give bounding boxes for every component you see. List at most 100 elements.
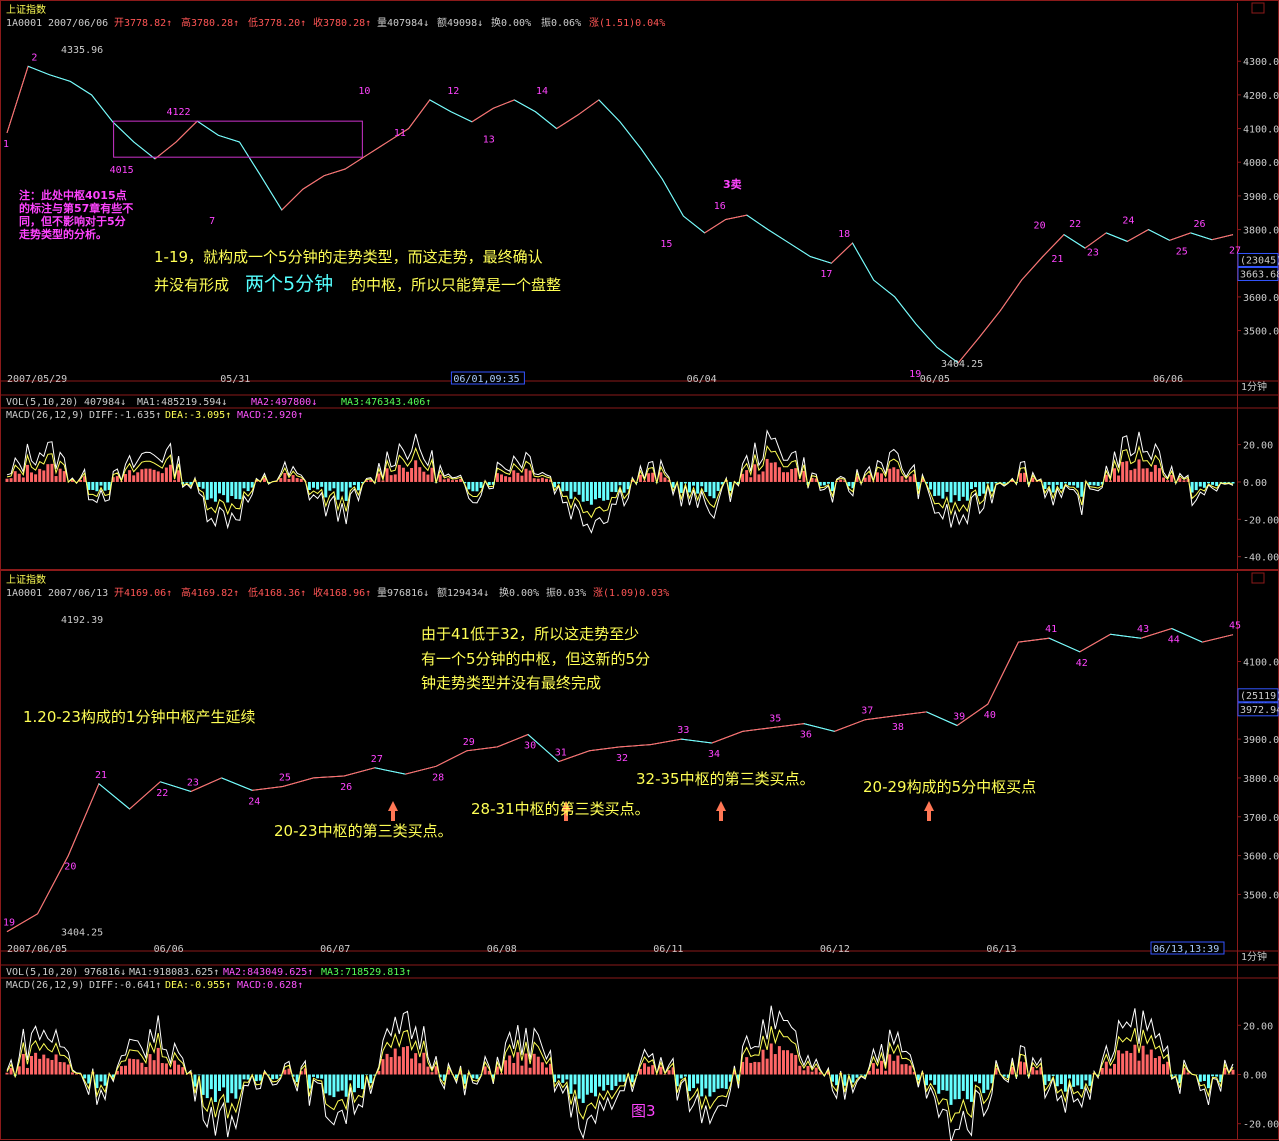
svg-text:1.20-23构成的1分钟中枢产生延续: 1.20-23构成的1分钟中枢产生延续 [23, 708, 255, 726]
pivot-label: 40 [984, 710, 996, 721]
price-segment [112, 121, 135, 143]
price-segment [1106, 232, 1128, 242]
pivot-label: 20 [1034, 221, 1046, 232]
pivot-label: 11 [394, 128, 406, 139]
price-segment [1084, 232, 1107, 249]
svg-text:高4169.82↑: 高4169.82↑ [181, 586, 239, 599]
pivot-label: 17 [820, 269, 832, 280]
svg-text:MA1:918083.625↑: MA1:918083.625↑ [129, 967, 219, 978]
price-segment [1127, 229, 1149, 242]
pivot-label: 29 [463, 737, 475, 748]
price-segment [894, 296, 917, 325]
pivot-label: 25 [1176, 246, 1188, 257]
price-segment [742, 727, 774, 732]
pivot-label: 32 [616, 753, 628, 764]
price-segment [466, 746, 498, 752]
y-tick-label: 4000.0 [1243, 158, 1279, 169]
x-tick-label: 06/13 [986, 944, 1016, 955]
svg-text:低4168.36↑: 低4168.36↑ [248, 586, 306, 599]
diff-line [6, 1005, 1234, 1141]
svg-text:20-29构成的5分中枢买点: 20-29构成的5分中枢买点 [863, 778, 1036, 796]
price-segment [915, 323, 938, 348]
svg-text:20-23中枢的第三类买点。: 20-23中枢的第三类买点。 [274, 822, 453, 840]
badge-price-label: 3663.68 [1240, 269, 1279, 280]
svg-text:MACD(26,12,9): MACD(26,12,9) [6, 980, 84, 991]
pivot-label: 43 [1137, 624, 1149, 635]
svg-text:MA1:485219.594↓: MA1:485219.594↓ [137, 397, 227, 408]
price-segment [895, 711, 927, 717]
x-tick-label: 06/07 [320, 944, 350, 955]
svg-text:MACD:0.628↑: MACD:0.628↑ [237, 980, 303, 991]
price-segment [683, 215, 705, 234]
price-segment [302, 175, 325, 190]
pivot-label: 27 [1229, 246, 1241, 257]
x-tick-label: 05/31 [220, 374, 250, 385]
badge-price [1237, 266, 1279, 281]
pivot-label: 45 [1229, 621, 1241, 632]
badge-count [1237, 688, 1279, 703]
price-segment [98, 783, 130, 810]
pivot-label: 42 [1076, 658, 1088, 669]
pivot-label: 12 [447, 86, 459, 97]
pivot-label: 2 [31, 52, 37, 63]
price-segment [1063, 234, 1086, 249]
price-segment [239, 141, 262, 176]
svg-text:两个5分钟: 两个5分钟 [245, 273, 333, 295]
price-segment [589, 746, 621, 752]
price-segment [640, 148, 663, 180]
svg-text:407984↓: 407984↓ [84, 397, 126, 408]
info-vol: 量407984↓ [377, 17, 429, 29]
svg-text:涨(1.09)0.03%: 涨(1.09)0.03% [593, 587, 669, 599]
svg-text:2007/06/13: 2007/06/13 [48, 588, 108, 599]
price-segment [558, 750, 590, 763]
x-tick-label: 06/13,13:39 [1153, 944, 1219, 955]
svg-text:同，但不影响对于5分: 同，但不影响对于5分 [19, 214, 126, 228]
svg-text:MA3:476343.406↑: MA3:476343.406↑ [341, 397, 431, 408]
pivot-label: 28 [432, 772, 444, 783]
pivot-label: 16 [714, 201, 726, 212]
pivot-label: 35 [769, 713, 781, 724]
price-segment [1110, 633, 1142, 639]
price-segment [704, 219, 726, 234]
price-segment [1190, 232, 1213, 241]
pivot-label: 39 [953, 712, 965, 723]
maximize-icon[interactable] [1251, 2, 1265, 14]
macd-tick-label: -20.00 [1243, 515, 1279, 526]
price-segment [1169, 232, 1191, 241]
low-label: 3404.25 [61, 928, 103, 939]
buy-arrow-icon [924, 801, 934, 821]
low-label: 3404.25 [941, 359, 983, 370]
pivot-label: 23 [1087, 247, 1099, 258]
pivot-label: 30 [524, 740, 536, 751]
maximize-icon[interactable] [1251, 572, 1265, 584]
pivot-label: 10 [358, 86, 370, 97]
price-segment [91, 94, 114, 123]
pivot-label: 4122 [166, 107, 190, 118]
price-segment [834, 719, 866, 732]
price-segment [725, 214, 747, 220]
y-tick-label: 4200.0 [1243, 91, 1279, 102]
svg-text:量976816↓: 量976816↓ [377, 587, 429, 599]
price-segment [1079, 633, 1111, 653]
y-tick-label: 4100.0 [1243, 125, 1279, 136]
price-segment [803, 723, 835, 732]
info-low: 低3778.20↑ [248, 16, 306, 29]
svg-text:MA2:497800↓: MA2:497800↓ [251, 397, 317, 408]
x-tick-label: 06/01,09:35 [453, 374, 519, 385]
y-tick-label: 3900.0 [1243, 192, 1279, 203]
price-segment [1042, 234, 1065, 257]
x-tick-label: 06/12 [820, 944, 850, 955]
svg-text:额129434↓: 额129434↓ [437, 586, 489, 599]
pivot-label: 36 [800, 730, 812, 741]
diff-line [6, 429, 1234, 534]
svg-text:DEA:-3.095↑: DEA:-3.095↑ [165, 410, 231, 421]
pivot-label: 13 [483, 135, 495, 146]
x-tick-label: 06/05 [920, 374, 950, 385]
macd-tick-label: -20.00 [1243, 1120, 1279, 1131]
pivot-label: 25 [279, 772, 291, 783]
pivot-label: 26 [1193, 219, 1205, 230]
macd-tick-label: 20.00 [1243, 1021, 1273, 1032]
price-segment [260, 175, 283, 211]
price-segment [471, 107, 494, 123]
price-segment [435, 750, 468, 767]
